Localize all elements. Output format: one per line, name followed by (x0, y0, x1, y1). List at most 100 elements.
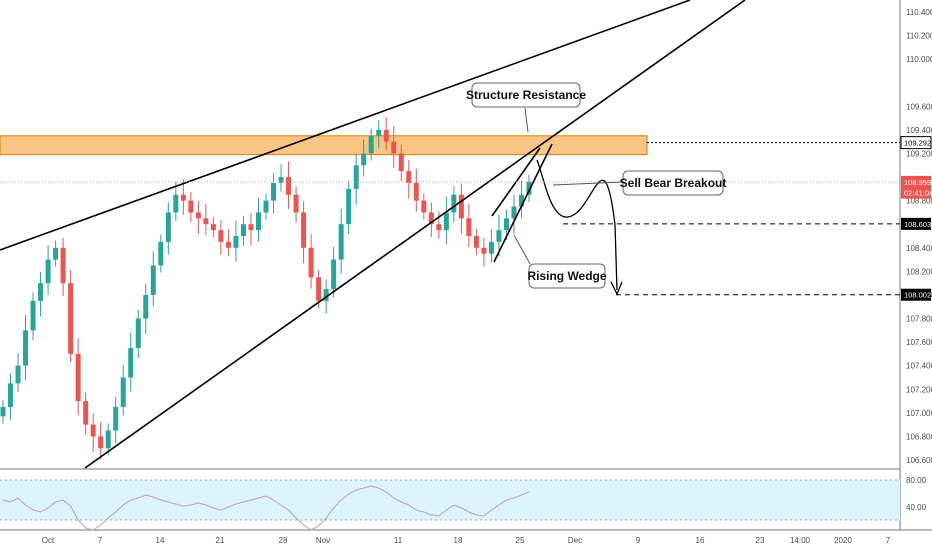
rsi-line (2, 485, 530, 531)
candle-body (398, 153, 404, 172)
annotation-sell-bear-breakout[interactable]: Sell Bear Breakout (552, 170, 727, 196)
candle-body (38, 283, 44, 301)
upper-channel-line[interactable] (0, 0, 691, 251)
callout-box (622, 170, 724, 196)
candle-body (301, 212, 307, 248)
candle-body (383, 129, 389, 142)
candle-body (286, 177, 292, 195)
lower-channel-line[interactable] (84, 0, 746, 469)
candle-body (53, 247, 59, 260)
candle-body (293, 194, 299, 213)
x-tick-label: 7 (98, 536, 103, 545)
annotation-structure-resistance[interactable]: Structure Resistance (466, 82, 586, 133)
x-tick-label: 21 (216, 536, 225, 545)
y-tick-label: 107.800 (906, 315, 932, 324)
y-tick-label: 106.600 (906, 456, 932, 465)
price-label-text: 109.292 (904, 139, 931, 148)
candle-body (210, 224, 216, 231)
callout-pointer (524, 107, 529, 133)
time-axis[interactable]: Oct 7 14 21 28 Nov 11 18 25 Dec 9 16 23 14:00 2020 7 (42, 536, 891, 545)
x-tick-label: 2020 (834, 536, 852, 545)
candle-body (98, 436, 104, 449)
x-tick-label: 18 (454, 536, 463, 545)
candle-body (90, 424, 96, 437)
callout-label: Sell Bear Breakout (620, 176, 727, 190)
candle-body (128, 348, 134, 378)
candle-body (233, 236, 239, 248)
candle-body (120, 377, 126, 407)
projection-curve (536, 159, 618, 291)
rsi-band (0, 480, 900, 520)
candle-body (173, 194, 179, 213)
candle-body (458, 194, 464, 219)
candle-body (83, 401, 89, 425)
projection-arrowhead (610, 281, 623, 296)
candle-body (451, 194, 457, 213)
y-tick-label: 108.200 (906, 267, 932, 276)
callout-label: Structure Resistance (466, 88, 586, 102)
candle-body (218, 230, 224, 242)
callout-box (471, 82, 581, 108)
callout-label: Rising Wedge (527, 269, 606, 283)
x-tick-label: 7 (886, 536, 891, 545)
candle-body (195, 212, 201, 219)
price-label-box (900, 136, 932, 150)
x-tick-label: 9 (636, 536, 641, 545)
candle-body (75, 353, 81, 402)
trendlines[interactable] (0, 0, 746, 469)
resistance-zone[interactable] (0, 135, 648, 156)
y-tick-label: 107.000 (906, 409, 932, 418)
candle-body (180, 194, 186, 201)
candle-body (316, 277, 322, 301)
projection[interactable] (536, 159, 623, 296)
candle-body (511, 206, 517, 219)
candle-body (0, 406, 6, 417)
candle-body (240, 224, 246, 236)
callout-box (528, 263, 606, 289)
candle-body (473, 236, 479, 248)
price-labels: 109.292 108.959 02:41:04 108.603 108.002 (900, 136, 932, 301)
candle-body (496, 230, 502, 242)
y-tick-label: 108.400 (906, 244, 932, 253)
candle-body (488, 241, 494, 254)
candle-body (443, 212, 449, 231)
x-tick-label: 25 (516, 536, 525, 545)
y-tick-label: 106.800 (906, 432, 932, 441)
annotation-rising-wedge[interactable]: Rising Wedge (513, 234, 607, 289)
candle-body (23, 330, 29, 366)
y-tick-label: 107.600 (906, 338, 932, 347)
candle-body (428, 212, 434, 225)
y-tick-label: 110.200 (906, 32, 932, 41)
candle-body (278, 177, 284, 183)
price-label-box (901, 186, 931, 199)
x-tick-label: Oct (42, 536, 55, 545)
candle-body (150, 265, 156, 295)
candle-body (413, 182, 419, 201)
candle-body (481, 247, 487, 254)
candle-body (143, 294, 149, 319)
x-tick-label: Nov (316, 536, 330, 545)
price-axis[interactable]: 110.400 110.200 110.000 109.600 109.400 109.2… (906, 8, 932, 465)
y-tick-label: 109.400 (906, 126, 932, 135)
candle-body (526, 181, 532, 195)
candle-body (113, 406, 119, 431)
candle-body (331, 259, 337, 290)
price-label-text: 108.002 (904, 291, 931, 300)
x-tick-label: 28 (279, 536, 288, 545)
candle-body (518, 194, 524, 207)
candle-body (135, 318, 141, 348)
price-label-text: 108.603 (904, 220, 931, 229)
candle-body (346, 188, 352, 225)
candle-body (105, 430, 111, 449)
wedge-lower-line[interactable] (493, 143, 553, 263)
candle-body (188, 200, 194, 213)
candle-body (368, 135, 374, 154)
levels[interactable] (0, 142, 900, 296)
rsi-tick-80: 80.00 (906, 476, 927, 485)
callout-pointer (552, 181, 624, 186)
price-label-text: 108.959 (904, 178, 931, 187)
y-tick-label: 109.200 (906, 149, 932, 158)
candles (0, 117, 532, 460)
